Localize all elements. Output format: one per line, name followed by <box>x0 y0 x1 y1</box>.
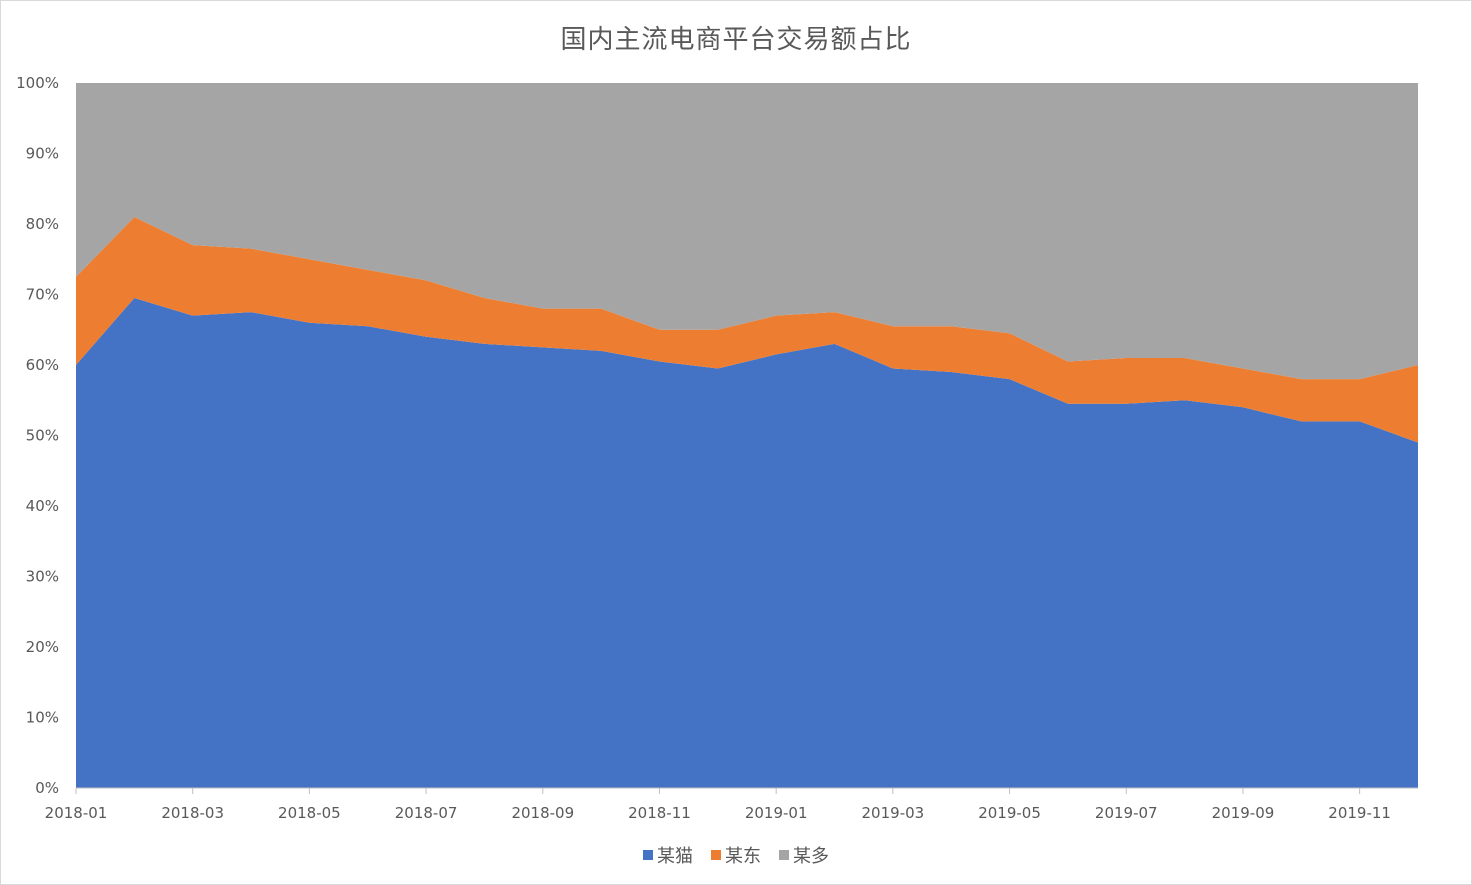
legend-item-1: 某东 <box>711 842 761 868</box>
chart-title: 国内主流电商平台交易额占比 <box>560 25 912 55</box>
y-tick-label: 30% <box>26 568 59 586</box>
y-tick-label: 60% <box>26 356 59 374</box>
y-tick-label: 90% <box>26 145 59 163</box>
y-tick-label: 70% <box>26 286 59 304</box>
legend-item-0: 某猫 <box>643 842 693 868</box>
legend-label: 某多 <box>793 846 829 867</box>
axes: 0% 10% 20% 30% 40% 50% 60% 70% 80% 90% 100% 2018-0… <box>16 74 1418 822</box>
x-tick-label: 2018-07 <box>395 804 458 822</box>
y-tick-label: 40% <box>26 497 59 515</box>
x-tick-label: 2018-09 <box>511 804 574 822</box>
x-tick-label: 2019-03 <box>862 804 925 822</box>
legend: 某猫 某东 某多 <box>1 842 1471 868</box>
y-tick-label: 50% <box>26 427 59 445</box>
x-tick-label: 2018-01 <box>45 804 108 822</box>
series-area-2 <box>76 83 1418 380</box>
x-tick-label: 2018-03 <box>161 804 224 822</box>
y-tick-label: 100% <box>16 74 59 92</box>
y-axis-tick-labels: 0% 10% 20% 30% 40% 50% 60% 70% 80% 90% 100% <box>16 74 59 797</box>
legend-label: 某猫 <box>657 846 693 867</box>
y-tick-label: 20% <box>26 638 59 656</box>
legend-swatch <box>643 850 653 860</box>
x-axis-tick-labels: 2018-01 2018-03 2018-05 2018-07 2018-09 2018-… <box>45 788 1391 822</box>
x-tick-label: 2018-11 <box>628 804 691 822</box>
legend-swatch <box>711 850 721 860</box>
legend-swatch <box>779 850 789 860</box>
x-tick-label: 2019-01 <box>745 804 808 822</box>
x-tick-label: 2019-09 <box>1212 804 1275 822</box>
x-tick-label: 2019-07 <box>1095 804 1158 822</box>
legend-item-2: 某多 <box>779 842 829 868</box>
y-tick-label: 80% <box>26 215 59 233</box>
series-areas <box>76 83 1418 788</box>
x-tick-label: 2019-11 <box>1328 804 1391 822</box>
series-area-0 <box>76 298 1418 788</box>
y-tick-label: 10% <box>26 709 59 727</box>
legend-label: 某东 <box>725 846 761 867</box>
x-tick-label: 2018-05 <box>278 804 341 822</box>
series-area-1 <box>76 216 1418 443</box>
y-tick-label: 0% <box>35 779 59 797</box>
x-tick-label: 2019-05 <box>978 804 1041 822</box>
